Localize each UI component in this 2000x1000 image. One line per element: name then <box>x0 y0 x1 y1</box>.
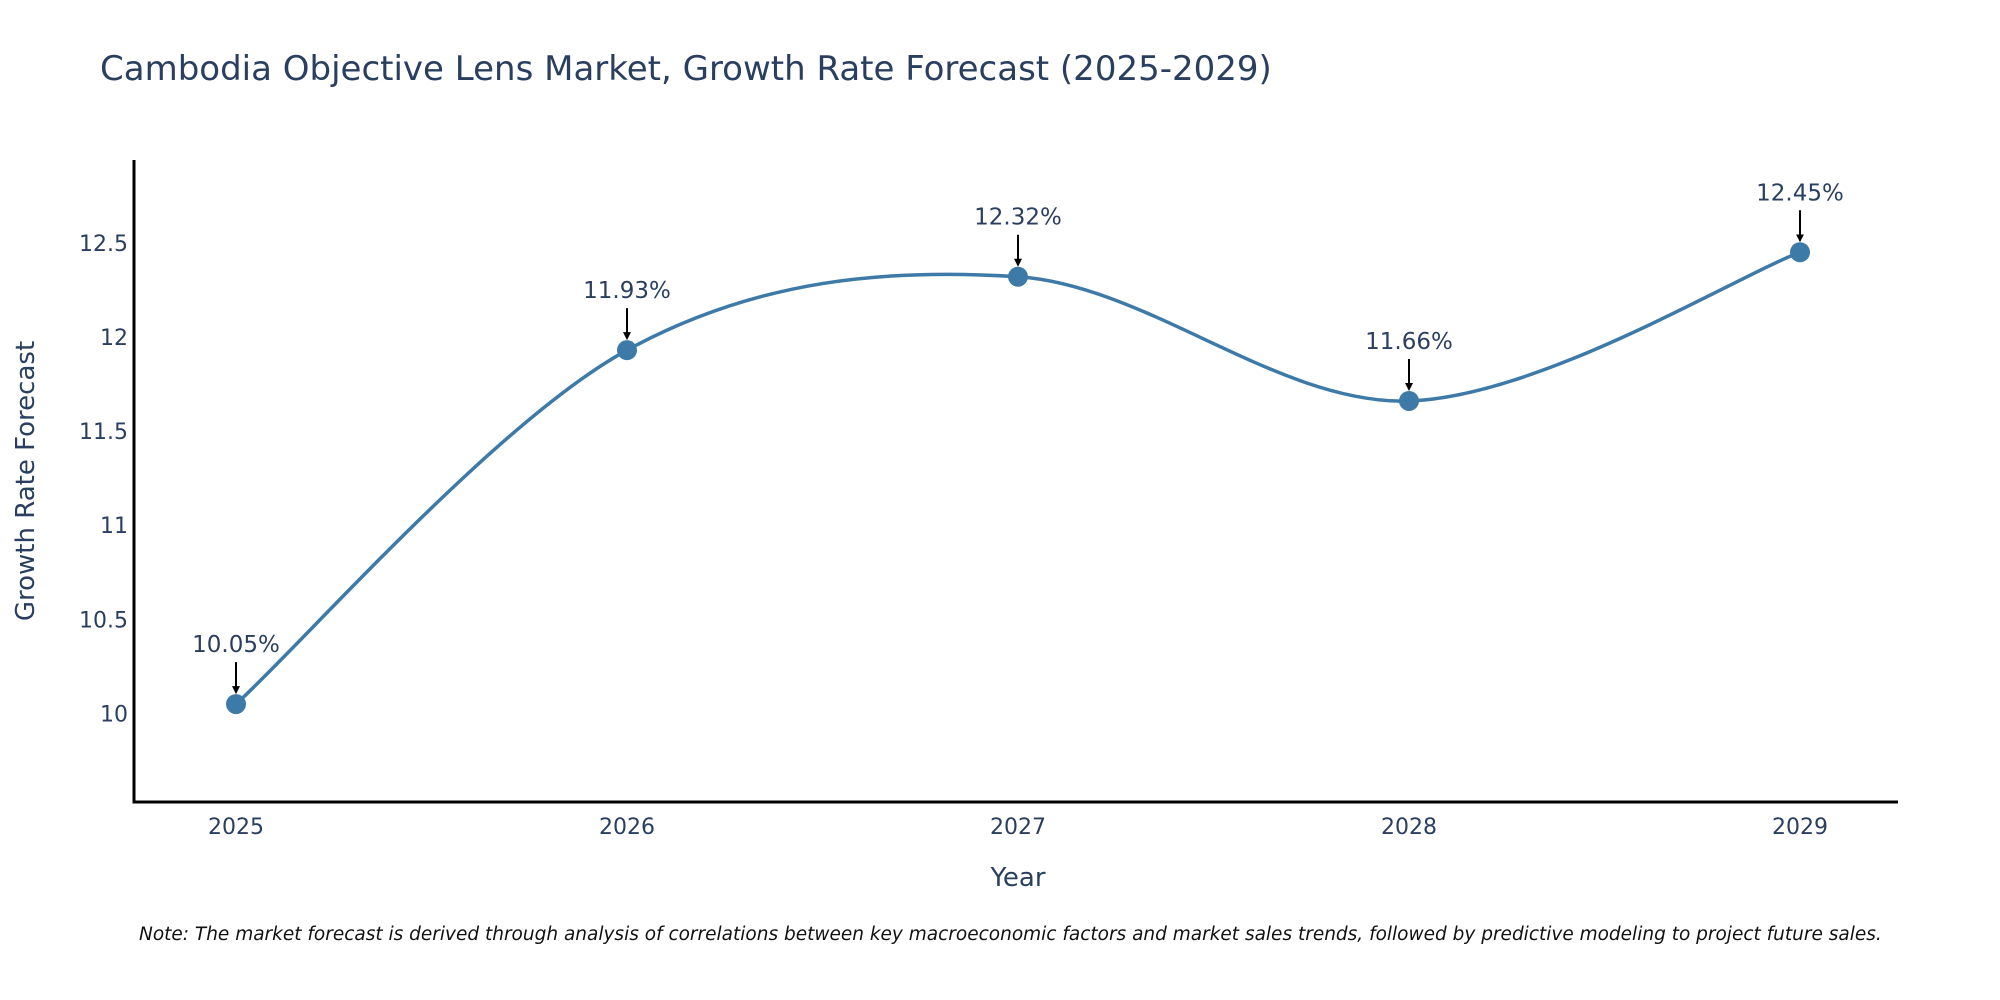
data-point <box>1399 390 1419 411</box>
data-point <box>1008 266 1028 287</box>
data-point <box>226 694 246 715</box>
y-tick-label: 12 <box>100 326 128 351</box>
x-tick-label: 2026 <box>599 815 655 840</box>
y-axis-title: Growth Rate Forecast <box>11 341 41 621</box>
data-label: 12.32% <box>974 205 1062 231</box>
data-points <box>226 242 1810 715</box>
y-tick-label: 10.5 <box>79 608 128 633</box>
x-axis-title: Year <box>989 863 1045 893</box>
y-axis-ticks: 10 10.5 11 11.5 12 12.5 <box>79 232 128 728</box>
y-tick-label: 12.5 <box>79 232 128 257</box>
chart-title: Cambodia Objective Lens Market, Growth R… <box>100 49 1272 89</box>
x-tick-label: 2027 <box>990 815 1046 840</box>
data-point <box>1790 242 1810 263</box>
x-tick-label: 2025 <box>208 815 264 840</box>
axes <box>132 160 1898 804</box>
series-line <box>234 250 1801 706</box>
y-tick-label: 11.5 <box>79 420 128 445</box>
data-label: 11.93% <box>583 278 671 304</box>
footnote: Note: The market forecast is derived thr… <box>139 924 1882 945</box>
y-tick-label: 10 <box>100 703 128 728</box>
data-label: 12.45% <box>1756 180 1844 206</box>
data-point <box>617 340 637 361</box>
data-label: 11.66% <box>1365 329 1453 355</box>
y-tick-label: 11 <box>100 514 128 539</box>
data-annotations: 10.05% 11.93% 12.32% 11.66% 12.45% <box>192 180 1844 695</box>
x-tick-label: 2028 <box>1381 815 1437 840</box>
x-axis-ticks: 2025 2026 2027 2028 2029 <box>208 815 1828 840</box>
data-label: 10.05% <box>192 632 280 658</box>
x-tick-label: 2029 <box>1772 815 1828 840</box>
